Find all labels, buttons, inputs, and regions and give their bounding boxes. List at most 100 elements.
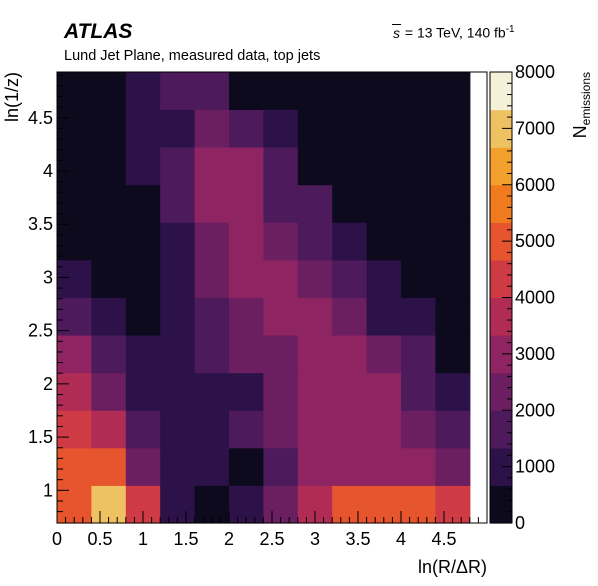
heatmap-cell	[160, 222, 196, 261]
heatmap-cell	[366, 184, 402, 223]
x-tick-label: 4	[396, 529, 406, 549]
x-axis: 0 0.5 1 1.5 2 2.5 3 3.5 4 4.5	[52, 511, 479, 549]
heatmap-cell	[297, 222, 333, 261]
heatmap-cell	[332, 146, 368, 186]
y-tick-label: 3	[43, 267, 53, 287]
heatmap-cell	[125, 297, 161, 336]
heatmap-cell	[401, 71, 436, 110]
heatmap-cell	[435, 146, 471, 186]
heatmap-cell	[435, 410, 471, 449]
heatmap-cell	[401, 109, 436, 148]
heatmap-cell	[57, 222, 92, 261]
color-bar: 0 1000 2000 3000 4000 5000 6000 7000 8000	[489, 62, 555, 533]
heatmap-cell	[125, 447, 161, 486]
heatmap-cell	[435, 184, 471, 223]
heatmap-cell	[125, 372, 161, 411]
heatmap-cell	[194, 146, 230, 186]
heatmap-cell	[194, 447, 230, 486]
heatmap-cell	[229, 447, 264, 486]
heatmap-cell	[125, 109, 161, 148]
heatmap-cell	[57, 334, 92, 374]
heatmap-cell	[160, 410, 196, 449]
z-tick-label: 6000	[515, 175, 555, 195]
heatmap-cell	[297, 410, 333, 449]
heatmap-cell	[125, 71, 161, 110]
heatmap-cell	[125, 146, 161, 186]
z-tick-label: 4000	[515, 288, 555, 308]
heatmap-cell	[125, 184, 161, 223]
heatmap-cell	[57, 259, 92, 298]
experiment-label: ATLAS	[64, 20, 133, 43]
heatmap-cell	[263, 297, 299, 336]
y-axis-label: ln(1/z)	[2, 72, 22, 122]
heatmap-cell	[401, 184, 436, 223]
x-tick-label: 3	[310, 529, 320, 549]
heatmap-cell	[263, 447, 299, 486]
color-bar-swatch	[490, 222, 512, 261]
heatmap-cell	[366, 109, 402, 148]
heatmap-cell	[229, 259, 264, 298]
z-tick-label: 5000	[515, 231, 555, 251]
heatmap-cell	[91, 222, 127, 261]
y-tick-label: 4.5	[28, 108, 53, 128]
x-tick-label: 2	[224, 529, 234, 549]
energy-lumi-label: s = 13 TeV, 140 fb-1	[392, 23, 515, 41]
heatmap-cell	[91, 259, 127, 298]
heatmap-cell	[332, 71, 368, 110]
heatmap-cell	[366, 71, 402, 110]
heatmap-cell	[401, 297, 436, 336]
heatmap-cell	[125, 334, 161, 374]
color-bar-swatch	[490, 184, 512, 223]
heatmap-cell	[435, 447, 471, 486]
heatmap-cell	[332, 259, 368, 298]
heatmap-cell	[366, 334, 402, 374]
heatmap-cell	[435, 71, 471, 110]
heatmap-cell	[160, 259, 196, 298]
heatmap-cell	[435, 259, 471, 298]
heatmap-cell	[366, 372, 402, 411]
color-bar-swatch	[490, 147, 512, 186]
heatmap-cell	[229, 109, 264, 148]
heatmap-cell	[401, 410, 436, 449]
heatmap-cell	[229, 146, 264, 186]
plot-subtitle: Lund Jet Plane, measured data, top jets	[64, 48, 321, 64]
heatmap-cell	[57, 297, 92, 336]
heatmap-cell	[263, 334, 299, 374]
heatmap-cell	[160, 372, 196, 411]
heatmap-cell	[57, 372, 92, 411]
heatmap-cell	[125, 259, 161, 298]
color-bar-swatch	[490, 297, 512, 336]
heatmap-cell	[401, 222, 436, 261]
y-tick-label: 2.5	[28, 321, 53, 341]
x-tick-label: 0	[52, 529, 62, 549]
y-tick-label: 3.5	[28, 214, 53, 234]
heatmap-cell	[297, 334, 333, 374]
heatmap-cell	[160, 184, 196, 223]
heatmap-cell	[263, 222, 299, 261]
heatmap-cell	[263, 410, 299, 449]
z-tick-label: 7000	[515, 118, 555, 138]
heatmap-cell	[263, 259, 299, 298]
heatmap-cell	[229, 334, 264, 374]
heatmap-cell	[297, 297, 333, 336]
heatmap-cell	[91, 372, 127, 411]
heatmap-cell	[401, 334, 436, 374]
heatmap-cell	[91, 334, 127, 374]
heatmap-cell	[91, 297, 127, 336]
heatmap-cell	[366, 297, 402, 336]
heatmap-cell	[91, 109, 127, 148]
color-bar-swatch	[490, 335, 512, 374]
heatmap-cell	[229, 184, 264, 223]
heatmap-cell	[332, 334, 368, 374]
color-bar-swatch	[490, 72, 512, 111]
x-tick-label: 0.5	[87, 529, 112, 549]
heatmap-cell	[160, 146, 196, 186]
z-tick-label: 2000	[515, 400, 555, 420]
heatmap-cell	[263, 184, 299, 223]
heatmap-cell	[160, 71, 196, 110]
heatmap-cell	[297, 372, 333, 411]
heatmap-cell	[229, 372, 264, 411]
heatmap-cell	[401, 259, 436, 298]
heatmap-cell	[366, 447, 402, 486]
